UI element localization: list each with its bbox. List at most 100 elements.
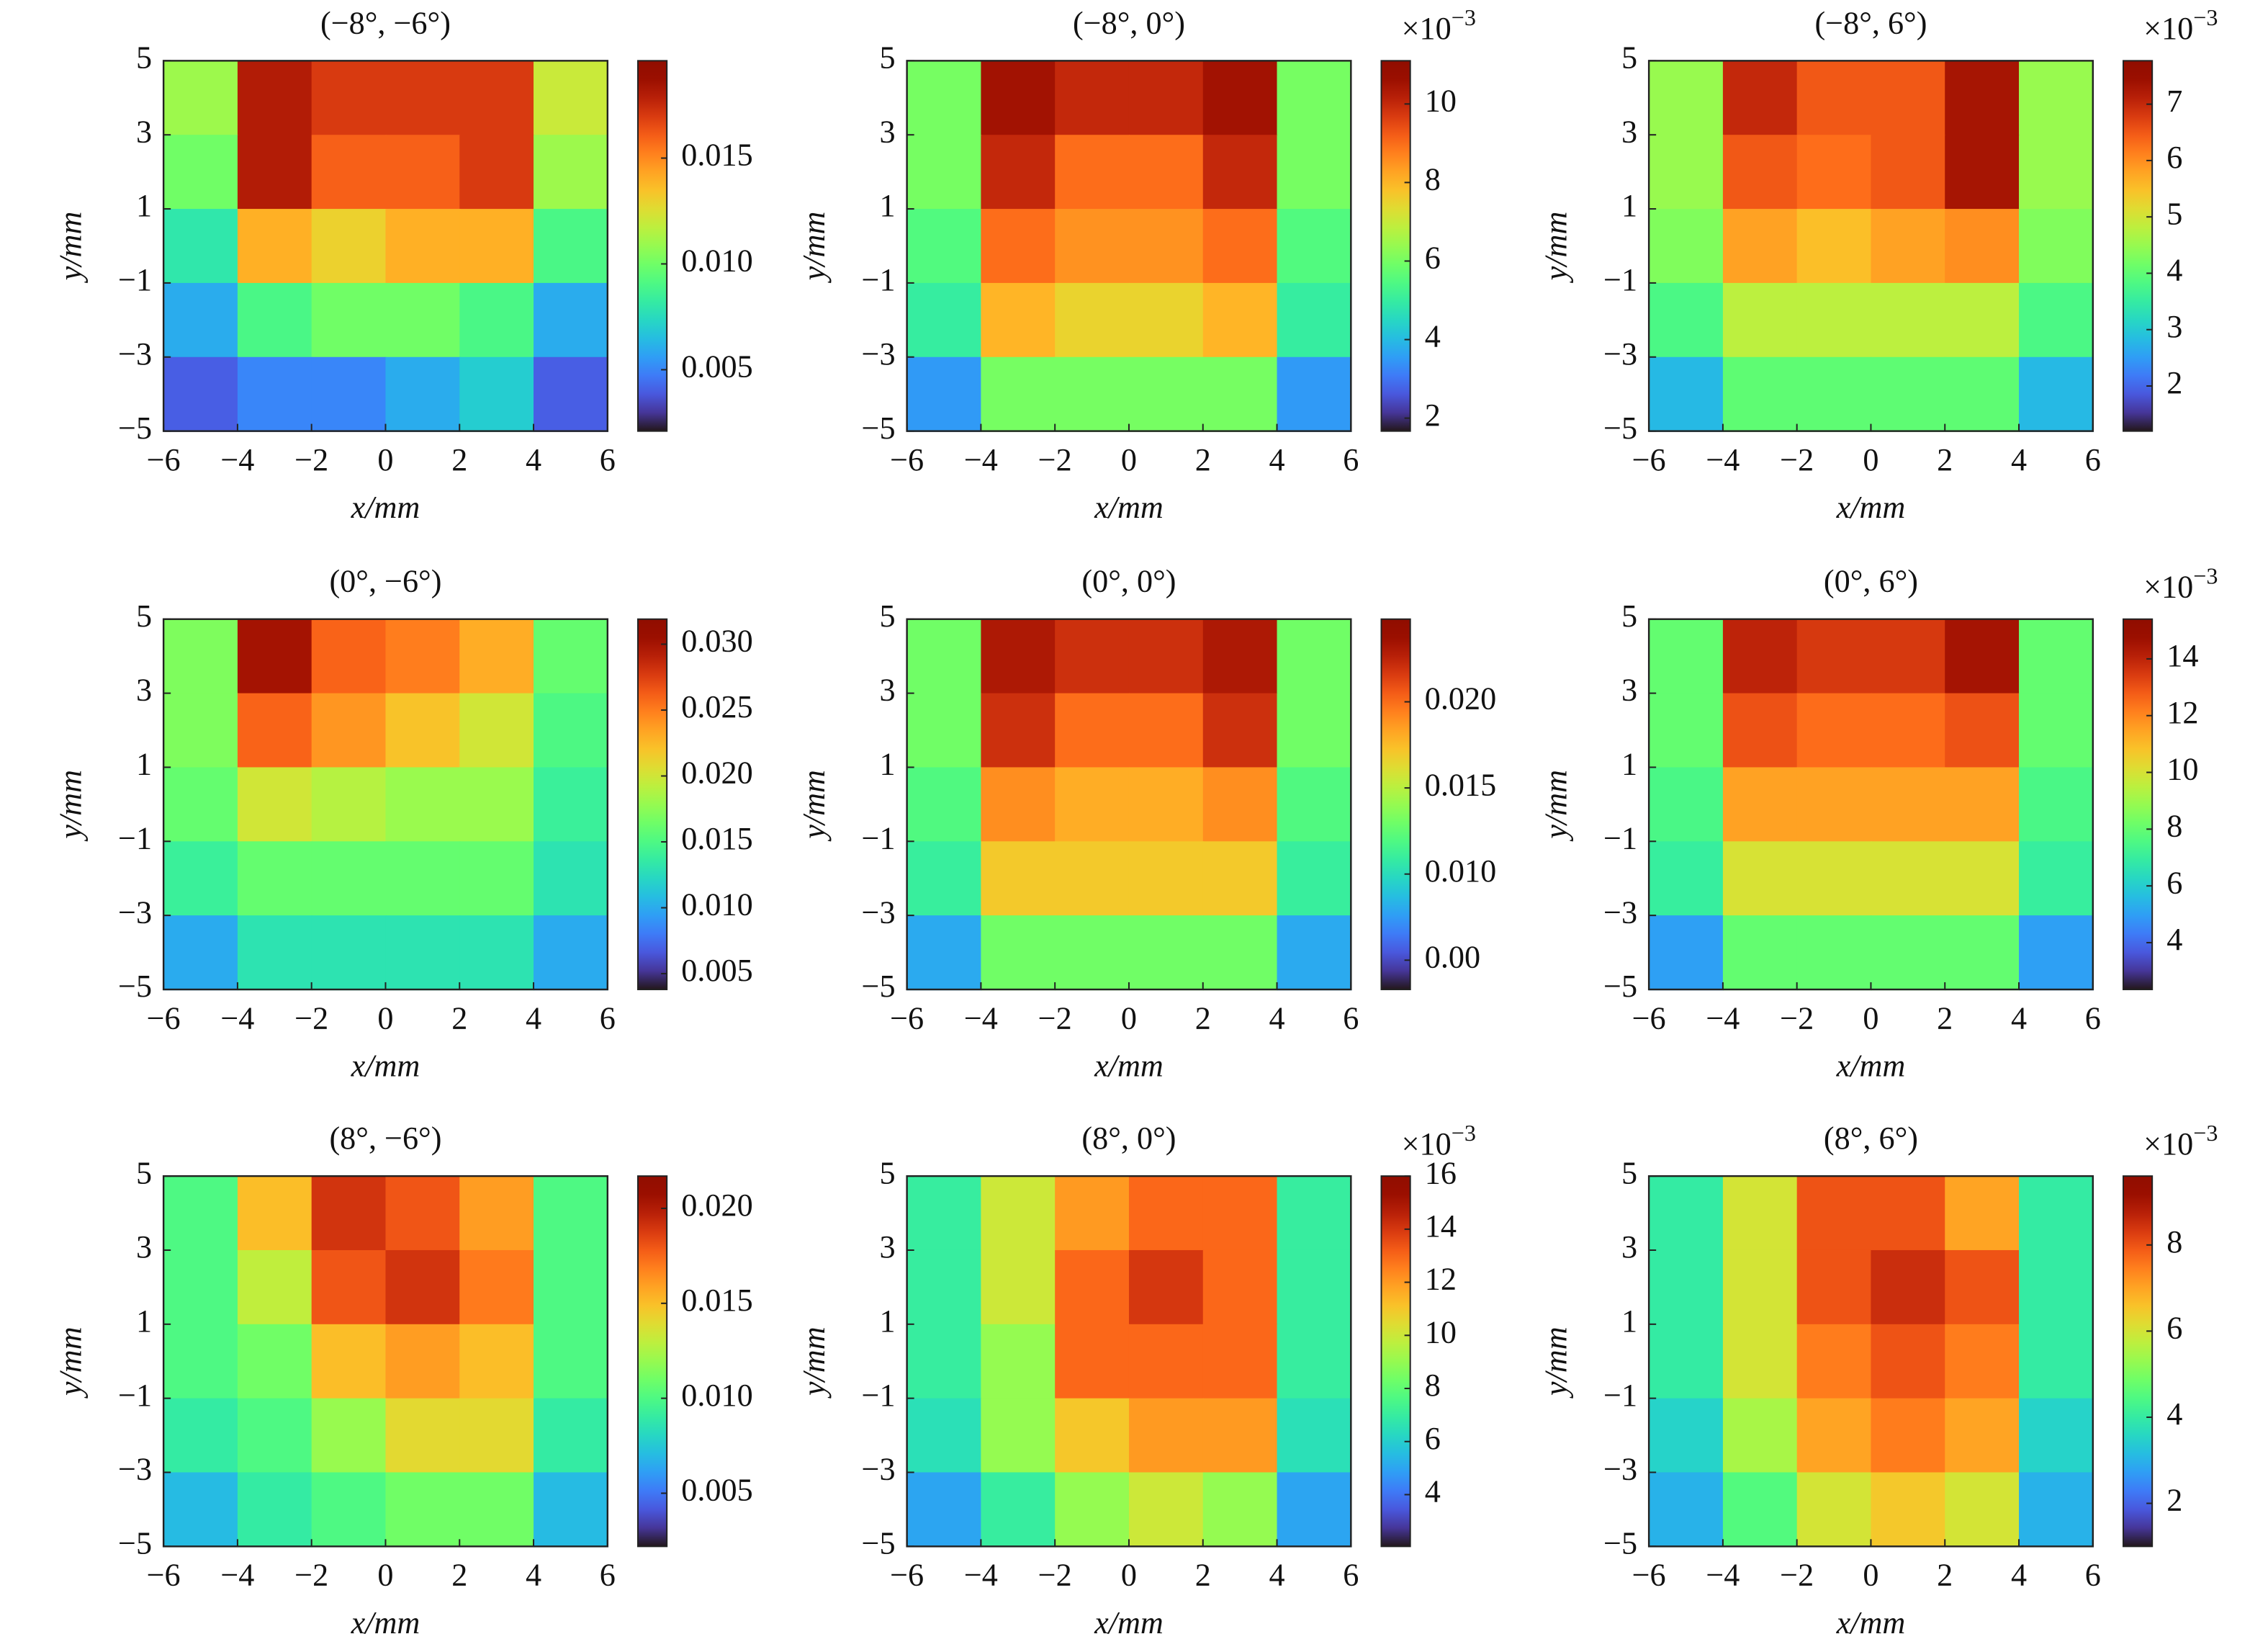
panel-title: (−8°, 6°) [1814, 5, 1927, 40]
y-tick-label: −1 [862, 262, 896, 297]
heat-cell [163, 1398, 239, 1473]
y-tick-label: −1 [862, 1378, 896, 1413]
heat-cell [1202, 841, 1278, 917]
y-tick-label: 5 [879, 40, 895, 76]
heat-cell [237, 767, 312, 843]
colorbar-tick-label: 0.010 [1425, 853, 1496, 889]
heat-cell [534, 1398, 609, 1473]
multiplier-base: ×10 [1402, 11, 1452, 46]
heat-cell [2019, 60, 2094, 136]
heat-cell [459, 135, 535, 210]
colorbar-tick-label: 0.005 [681, 349, 752, 385]
x-tick-label: 6 [600, 442, 616, 477]
x-tick-label: 0 [1863, 1558, 1878, 1593]
x-tick-label: 0 [1863, 1000, 1878, 1036]
y-tick-label: 5 [136, 40, 152, 76]
y-axis-label: y/mm [53, 770, 89, 842]
x-tick-label: 6 [2085, 1000, 2101, 1036]
heat-cell [1277, 282, 1352, 358]
heat-cell [1945, 841, 2020, 917]
x-tick-label: −6 [147, 1000, 181, 1036]
heat-cell [1128, 841, 1204, 917]
x-tick-label: 2 [451, 442, 467, 477]
heat-cell [311, 1398, 387, 1473]
heat-cell [1945, 209, 2020, 284]
heat-cell [311, 915, 387, 991]
heat-cell [1277, 209, 1352, 284]
heat-cell [1871, 1249, 1946, 1326]
colorbar-tick-label: 0.005 [681, 1473, 752, 1508]
heat-cell [2019, 1398, 2094, 1473]
multiplier-base: ×10 [2143, 570, 2193, 605]
x-axis-label: x/mm [1836, 1605, 1906, 1640]
colorbar-multiplier: ×10−3 [2143, 563, 2218, 605]
x-tick-label: 4 [1269, 1558, 1284, 1593]
heat-cell [1649, 693, 1724, 768]
heat-cell [1055, 356, 1130, 432]
colorbar-tick-label: 0.025 [681, 689, 752, 724]
heat-cell [1649, 1176, 1724, 1252]
heat-cell [1649, 1249, 1724, 1326]
x-tick-label: −4 [964, 1558, 998, 1593]
x-tick-label: 2 [451, 1558, 467, 1593]
heat-cell [1871, 209, 1946, 284]
colorbar-tick-label: 14 [1425, 1208, 1457, 1244]
colorbar [1380, 60, 1411, 432]
heat-cell [459, 693, 535, 768]
heat-cell [1945, 693, 2020, 768]
heat-cell [1055, 135, 1130, 210]
x-tick-label: 2 [1195, 1558, 1211, 1593]
heat-cell [1202, 60, 1278, 136]
x-tick-label: −6 [1632, 1000, 1666, 1036]
x-tick-label: 2 [1937, 1000, 1953, 1036]
colorbar-tick-label: 8 [1425, 1368, 1441, 1403]
colorbar-tick-label: 3 [2166, 309, 2182, 344]
heat-cell [906, 60, 982, 136]
y-tick-label: −5 [862, 969, 896, 1004]
y-axis-label: y/mm [1539, 212, 1574, 284]
heat-cell [1722, 1398, 1798, 1473]
panel: (8°, −6°) −6 −4 −2 0 2 4 6 −5 −3 −1 1 3 5 x/mm y/mm 0.00… [53, 1121, 753, 1640]
heat-cell [1871, 619, 1946, 694]
colorbar-tick-label: 0.020 [681, 1188, 752, 1223]
heat-cell [981, 767, 1056, 843]
x-tick-label: −4 [220, 1000, 254, 1036]
heat-cell [534, 282, 609, 358]
heat-cell [385, 60, 461, 136]
heat-cell [1649, 1324, 1724, 1399]
x-tick-label: −4 [1706, 1000, 1740, 1036]
heat-cell [1945, 767, 2020, 843]
multiplier-exponent: −3 [2193, 563, 2218, 589]
heat-cell [1055, 619, 1130, 694]
heat-cell [1722, 1472, 1798, 1548]
y-tick-label: −5 [118, 1526, 152, 1561]
heat-cell [1277, 767, 1352, 843]
x-tick-label: 6 [1343, 442, 1359, 477]
heat-cell [385, 841, 461, 917]
heat-cell [906, 356, 982, 432]
heat-cell [1649, 915, 1724, 991]
colorbar-tick-label: 0.010 [681, 1378, 752, 1413]
heat-cell [1796, 767, 1872, 843]
colorbar-tick-label: 0.015 [1425, 767, 1496, 802]
y-tick-label: −1 [118, 262, 152, 297]
x-tick-label: −2 [294, 442, 328, 477]
heat-cell [1871, 135, 1946, 210]
y-tick-label: 3 [1621, 1229, 1637, 1265]
heat-cell [311, 356, 387, 432]
heat-cell [1796, 1324, 1872, 1399]
y-tick-label: 1 [136, 188, 152, 223]
y-tick-label: −3 [118, 1452, 152, 1487]
heat-cell [981, 356, 1056, 432]
colorbar-tick-label: 2 [2166, 1483, 2182, 1518]
heat-cell [981, 1249, 1056, 1326]
heat-cell [1277, 915, 1352, 991]
x-axis-label: x/mm [1836, 1049, 1906, 1084]
colorbar-tick-label: 10 [1425, 1314, 1457, 1350]
heat-cell [1128, 693, 1204, 768]
y-tick-label: 3 [879, 1229, 895, 1265]
x-tick-label: 4 [2011, 442, 2027, 477]
heat-cell [1277, 1472, 1352, 1548]
heat-cell [1649, 209, 1724, 284]
y-tick-label: 1 [136, 747, 152, 782]
